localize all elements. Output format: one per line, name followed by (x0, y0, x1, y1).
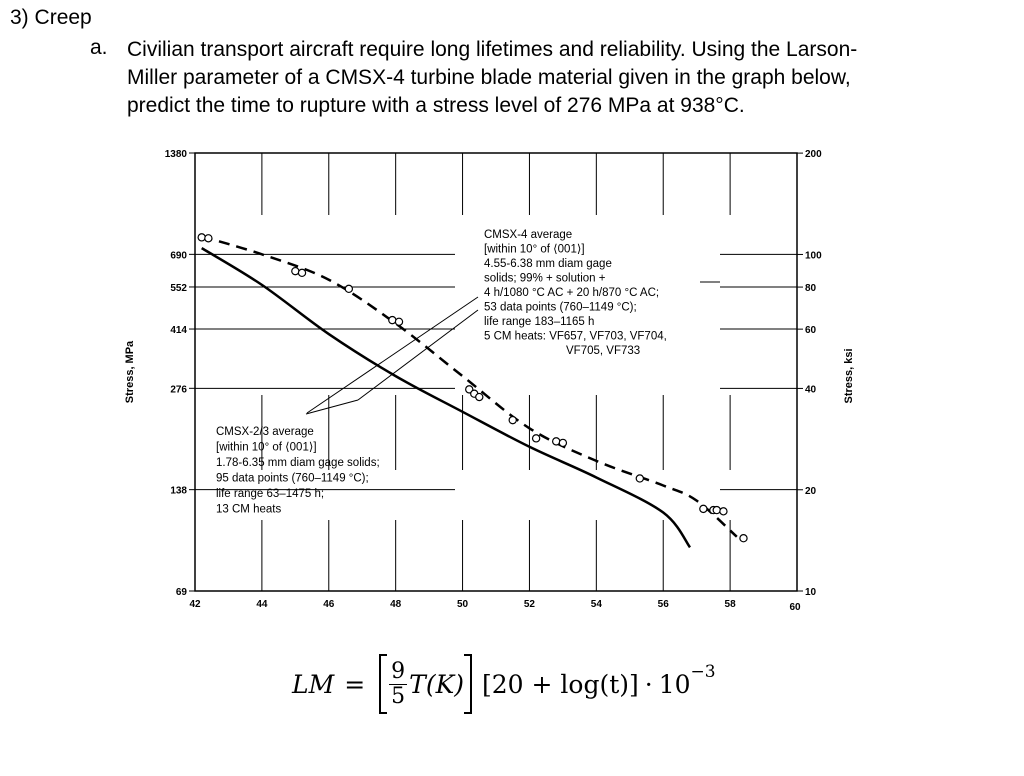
question-line: Civilian transport aircraft require long… (127, 38, 858, 61)
question-line: predict the time to rupture with a stres… (127, 94, 745, 117)
formula-fraction: 9 5 (389, 658, 408, 709)
formula-multiplier: 10 (658, 669, 691, 699)
formula-times: · (644, 669, 653, 699)
plot-frame (194, 152, 798, 592)
data-point (344, 284, 354, 294)
x-tick-label: 58 (725, 599, 737, 610)
x-tick-label: 46 (323, 599, 335, 610)
annotation-cmsx23-line: life range 63–1475 h; (216, 488, 324, 500)
formula-fraction-denominator: 5 (391, 683, 406, 709)
x-tick-label: 42 (189, 599, 201, 610)
annotation-cmsx4-line: [within 10° of ⟨001⟩] (484, 243, 585, 256)
x-tick-label: 52 (524, 599, 536, 610)
data-point (297, 268, 307, 278)
annotation-cmsx23-line: CMSX-2/3 average (216, 426, 314, 438)
y-tick-label-left: 690 (170, 250, 187, 261)
annotation-cmsx23-line: 1.78-6.35 mm diam gage solids; (216, 457, 380, 469)
y-tick-label-right: 200 (805, 149, 822, 160)
annotation-cmsx4-line: 4 h/1080 °C AC + 20 h/870 °C AC; (484, 287, 659, 299)
data-point (531, 434, 541, 443)
leader-line-join (305, 399, 359, 415)
y-tick-label-left: 69 (176, 587, 188, 598)
question-heading: Creep (34, 6, 92, 29)
annotation-cmsx4-line: 5 CM heats: VF657, VF703, VF704, (484, 331, 667, 343)
leader-line-cmsx4 (306, 296, 479, 414)
formula-bracket-group: 9 5 T(K) (379, 654, 473, 714)
question-text: Civilian transport aircraft require long… (127, 36, 1007, 120)
larson-miller-formula: LM = 9 5 T(K) [20 + log(t)] · 10 −3 (292, 648, 716, 720)
x-tick-label: 60 (789, 602, 801, 613)
question-number-label: 3) (10, 6, 29, 29)
larson-miller-chart: 42 44 46 48 50 52 54 56 58 60 69 138 276 414 552 690 138… (124, 149, 855, 613)
formula-temperature: T(K) (409, 669, 465, 699)
annotation-cmsx23-line: 95 data points (760–1149 °C); (216, 473, 369, 485)
data-point (739, 534, 748, 543)
data-point (712, 505, 721, 515)
data-point (719, 507, 728, 516)
formula-log-term: [20 + log(t)] (482, 669, 639, 699)
x-tick-label: 50 (457, 599, 469, 610)
data-point (204, 234, 213, 243)
x-tick-label: 54 (591, 599, 603, 610)
y-tick-label-left: 138 (170, 486, 187, 497)
formula-right-bracket (464, 654, 473, 714)
y-tick-label-right: 60 (805, 325, 817, 336)
annotation-cmsx4-line: 4.55-6.38 mm diam gage (484, 258, 612, 270)
series-cmsx23-solid-line (201, 247, 692, 549)
y-tick-label-right: 20 (805, 486, 817, 497)
data-point (552, 437, 561, 446)
x-tick-label: 44 (256, 599, 268, 610)
x-tick-label: 48 (390, 599, 402, 610)
data-point (475, 392, 484, 402)
annotation-cmsx4-line: CMSX-4 average (484, 229, 572, 241)
data-point (291, 266, 300, 276)
annotation-cmsx4-line: VF705, VF733 (566, 345, 640, 357)
y-tick-label-left: 552 (170, 283, 187, 294)
data-point (388, 315, 397, 325)
y-axis-label-right: Stress, ksi (843, 348, 855, 403)
y-tick-label-left: 414 (170, 325, 187, 336)
data-point (558, 438, 568, 448)
data-point (699, 504, 708, 514)
annotation-cmsx23-line: [within 10° of ⟨001⟩] (216, 441, 317, 454)
data-point (635, 474, 645, 483)
annotation-cmsx4-line: 53 data points (760–1149 °C); (484, 302, 637, 314)
data-point (394, 317, 404, 326)
formula-left-bracket (379, 654, 388, 714)
y-axis-label-left: Stress, MPa (124, 340, 136, 403)
series-cmsx4-dashed-line (201, 235, 738, 538)
y-tick-label-left: 1380 (165, 149, 188, 160)
formula-exponent: −3 (690, 662, 716, 682)
x-tick-label: 56 (658, 599, 670, 610)
annotation-cmsx4-line: solids; 99% + solution + (484, 273, 606, 285)
leader-line-cmsx23 (357, 309, 479, 401)
question-line: Miller parameter of a CMSX-4 turbine bla… (127, 66, 851, 89)
data-point (197, 233, 206, 242)
y-tick-label-left: 276 (170, 384, 187, 395)
formula-fraction-numerator: 9 (389, 658, 408, 685)
part-letter: a. (90, 36, 108, 59)
y-tick-label-right: 80 (805, 283, 817, 294)
annotation-cmsx23-line: 13 CM heats (216, 504, 281, 516)
y-tick-label-right: 100 (805, 250, 822, 261)
data-point (508, 415, 517, 425)
y-tick-label-right: 40 (805, 384, 817, 395)
formula-equals: = (344, 669, 366, 699)
annotation-cmsx4-line: life range 183–1165 h (484, 316, 594, 328)
y-tick-label-right: 10 (805, 587, 817, 598)
formula-lhs: LM (292, 669, 335, 699)
question-number: 3) Creep (10, 6, 92, 30)
